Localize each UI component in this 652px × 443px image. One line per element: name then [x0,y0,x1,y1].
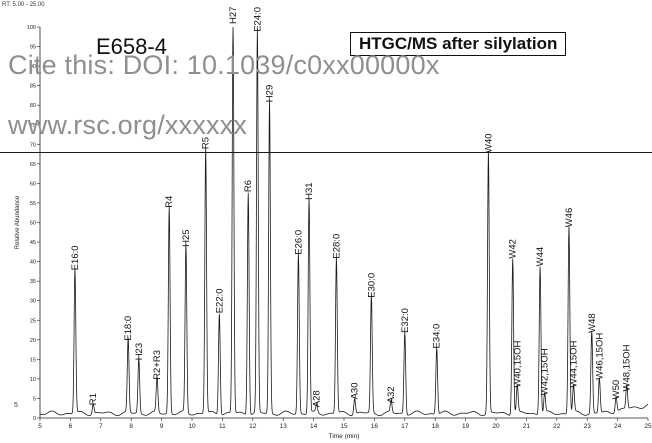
x-tick-label: 11 [219,423,226,430]
y-tick-label: 0 [33,416,36,422]
x-tick-label: 18 [432,423,440,430]
y-tick-label: 95 [30,45,36,51]
x-tick-label: 9 [160,423,164,430]
y-tick-label: 80 [30,103,36,109]
peak-label: R4 [164,196,175,208]
peak-label: W46,15OH [594,333,605,380]
sample-id: E658-4 [96,34,167,59]
x-tick-label: 24 [614,423,622,430]
x-tick-label: 17 [401,423,409,430]
y-tick-label: 20 [30,338,36,344]
peak-label: A28 [312,390,323,407]
peak-label: W48 [587,313,598,333]
page-number: 5 [14,402,18,409]
y-tick-label: 75 [30,123,36,129]
x-tick-label: 6 [69,423,73,430]
y-tick-label: 100 [27,25,36,31]
peak-label: E34:0 [432,324,443,349]
y-tick-label: 5 [33,396,36,402]
y-tick-label: 70 [30,142,36,148]
peak-label: E18:0 [123,316,134,341]
peak-label: H25 [181,229,192,246]
peak-label: H27 [228,7,239,24]
y-tick-label: 60 [30,181,36,187]
x-tick-label: 10 [188,423,196,430]
rt-range-label: RT: 5.00 - 25.00 [2,2,45,8]
peak-label: W48,15OH [622,344,633,391]
x-tick-label: 19 [462,423,470,430]
peak-label: W40 [483,133,494,153]
y-tick-label: 25 [30,318,36,324]
y-tick-label: 50 [30,221,36,227]
x-tick-label: 22 [553,423,561,430]
x-tick-label: 12 [249,423,257,430]
y-tick-label: 10 [30,377,36,383]
x-tick-label: 20 [492,423,500,430]
x-tick-label: 8 [129,423,133,430]
x-tick-label: 15 [340,423,348,430]
peak-label: R5 [201,137,212,149]
y-tick-label: 35 [30,279,36,285]
trace [39,26,649,417]
chromatogram-line [39,26,649,417]
peak-label: W50 [611,380,622,400]
peak-label: E24:0 [252,7,263,32]
x-tick-label: 25 [644,423,652,430]
peak-label: W46 [564,208,575,228]
peak-label: H31 [304,182,315,199]
peak-label: W44,15OH [569,340,580,387]
y-tick-label: 15 [30,357,36,363]
url-overlay: www.rsc.org/xxxxxx [8,110,248,140]
y-tick-label: 85 [30,84,36,90]
peak-label: H29 [265,85,276,102]
peak-label: E30:0 [366,273,377,298]
y-tick-label: 30 [30,299,36,305]
peak-label: R6 [243,180,254,192]
x-axis-title: Time (min) [329,433,360,440]
method-title: HTGC/MS after silylation [350,32,567,56]
y-tick-label: 65 [30,162,36,168]
peak-label: W44 [535,247,546,267]
x-tick-label: 14 [310,423,318,430]
peak-label: R2+R3 [152,350,163,380]
y-axis-title: Relative Abundance [15,195,21,249]
peak-label: A32 [386,386,397,403]
peak-label: E26:0 [293,230,304,255]
x-tick-label: 5 [38,423,42,430]
y-tick-label: 45 [30,240,36,246]
x-tick-label: 16 [371,423,379,430]
peak-label: E16:0 [70,245,81,270]
citation-overlay: Cite this: DOI: 10.1039/c0xx00000x [8,50,440,80]
peak-label: W42 [508,239,519,259]
peak-label: A30 [350,382,361,399]
x-tick-label: 23 [584,423,592,430]
header-divider [0,152,652,153]
y-tick-label: 90 [30,64,36,70]
peak-label: W40,15OH [512,340,523,387]
axes: 5 6 7 8 9 10 11 12 13 14 15 16 17 18 19 20 21 22 23 24 25051… [15,25,652,440]
x-tick-label: 13 [280,423,288,430]
x-tick-label: 21 [523,423,531,430]
peak-label: W42,15OH [540,348,551,395]
peak-label: R1 [88,393,99,405]
peak-label: E22:0 [214,288,225,313]
y-tick-label: 40 [30,260,36,266]
x-tick-label: 7 [99,423,103,430]
peak-label: E28:0 [331,234,342,259]
y-tick-label: 55 [30,201,36,207]
peak-label: H23 [134,343,145,360]
peak-label: E32:0 [400,308,411,333]
